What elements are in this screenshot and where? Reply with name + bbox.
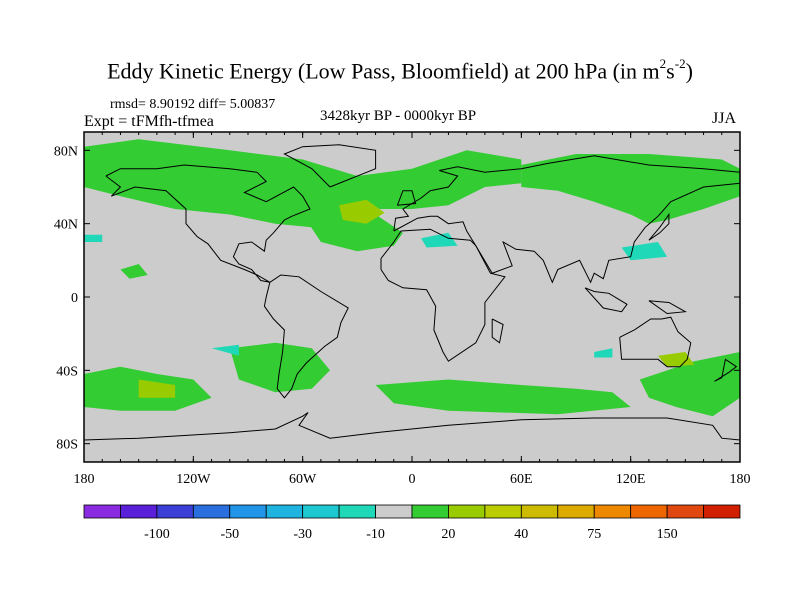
contour-region-5 bbox=[375, 379, 631, 415]
coastline-8 bbox=[648, 212, 670, 241]
coastline-7 bbox=[396, 190, 417, 206]
colorbar-swatch-5 bbox=[265, 504, 304, 519]
colorbar-swatch-9 bbox=[411, 504, 449, 519]
colorbar-swatch-7 bbox=[338, 504, 376, 519]
coastlines bbox=[84, 144, 740, 441]
y-tick-label-2: 0 bbox=[71, 291, 78, 306]
coastline-3 bbox=[393, 155, 740, 284]
x-tick-label-2: 60W bbox=[289, 472, 317, 487]
chart-title: Eddy Kinetic Energy (Low Pass, Bloomfiel… bbox=[107, 56, 693, 84]
contour-region-0 bbox=[84, 139, 522, 233]
coastline-11 bbox=[491, 318, 504, 344]
colorbar-label-1: -50 bbox=[220, 527, 239, 542]
x-tick-label-3: 0 bbox=[409, 472, 416, 487]
coastline-9 bbox=[714, 358, 738, 382]
coastline-4 bbox=[619, 316, 692, 368]
x-tick-label-0: 180 bbox=[74, 472, 95, 487]
contour-region-2 bbox=[521, 154, 740, 224]
coastline-1 bbox=[263, 274, 349, 399]
colorbar-swatch-16 bbox=[666, 504, 704, 519]
colorbar-swatch-6 bbox=[302, 504, 340, 519]
contour-region-6 bbox=[639, 352, 740, 417]
y-tick-label-3: 40S bbox=[56, 364, 78, 379]
experiment-label: Expt = tFMfh-tfmea bbox=[84, 113, 214, 130]
x-tick-label-1: 120W bbox=[176, 472, 211, 487]
colorbar-label-3: -10 bbox=[366, 527, 385, 542]
contour-region-10 bbox=[658, 352, 695, 367]
colorbar-swatch-12 bbox=[520, 504, 559, 519]
contour-region-8 bbox=[339, 199, 385, 224]
coastline-5 bbox=[84, 412, 740, 441]
y-tick-label-0: 80N bbox=[54, 144, 78, 159]
colorbar-label-5: 40 bbox=[514, 527, 528, 542]
colorbar-swatch-13 bbox=[557, 504, 595, 519]
contour-region-15 bbox=[594, 348, 613, 358]
colorbar-swatch-11 bbox=[484, 504, 522, 519]
contour-region-13 bbox=[421, 232, 458, 248]
coastline-12 bbox=[648, 300, 687, 315]
colorbar-swatch-15 bbox=[630, 504, 668, 519]
colorbar-label-6: 75 bbox=[587, 527, 601, 542]
coastline-10 bbox=[584, 287, 628, 313]
x-tick-label-5: 120E bbox=[616, 472, 646, 487]
coastline-group bbox=[84, 144, 740, 441]
colorbar-label-0: -100 bbox=[144, 527, 170, 542]
colorbar-swatch-0 bbox=[83, 504, 121, 519]
coastline-6 bbox=[283, 144, 377, 188]
period-label: 3428kyr BP - 0000kyr BP bbox=[320, 108, 477, 124]
y-tick-label-4: 80S bbox=[56, 438, 78, 453]
colorbar-swatch-4 bbox=[229, 504, 267, 519]
season-label: JJA bbox=[712, 110, 737, 127]
stats-label: rmsd= 8.90192 diff= 5.00837 bbox=[110, 97, 276, 112]
colorbar-swatch-2 bbox=[156, 504, 194, 519]
map-axes: 180 120W 60W 0 60E 120E 180 80N 40N 0 40S 80S bbox=[54, 131, 751, 487]
colorbar: -100 -50 -30 -10 20 40 75 150 bbox=[83, 504, 741, 542]
colorbar-label-7: 150 bbox=[657, 527, 678, 542]
map-panel bbox=[84, 132, 740, 462]
contour-regions bbox=[84, 139, 740, 417]
colorbar-swatch-17 bbox=[703, 504, 741, 519]
colorbar-swatch-8 bbox=[375, 504, 413, 519]
colorbar-label-2: -30 bbox=[293, 527, 312, 542]
x-tick-label-4: 60E bbox=[510, 472, 533, 487]
colorbar-swatch-14 bbox=[593, 504, 632, 519]
contour-region-14 bbox=[84, 234, 103, 242]
x-tick-label-6: 180 bbox=[730, 472, 751, 487]
colorbar-label-4: 20 bbox=[441, 527, 455, 542]
y-tick-label-1: 40N bbox=[54, 218, 78, 233]
contour-region-7 bbox=[120, 264, 148, 279]
colorbar-swatch-3 bbox=[192, 504, 231, 519]
contour-region-12 bbox=[211, 344, 239, 356]
colorbar-swatch-1 bbox=[120, 504, 158, 519]
coastline-2 bbox=[380, 228, 506, 362]
contour-region-9 bbox=[138, 379, 176, 398]
coastline-0 bbox=[105, 164, 311, 283]
colorbar-swatch-10 bbox=[448, 504, 486, 519]
